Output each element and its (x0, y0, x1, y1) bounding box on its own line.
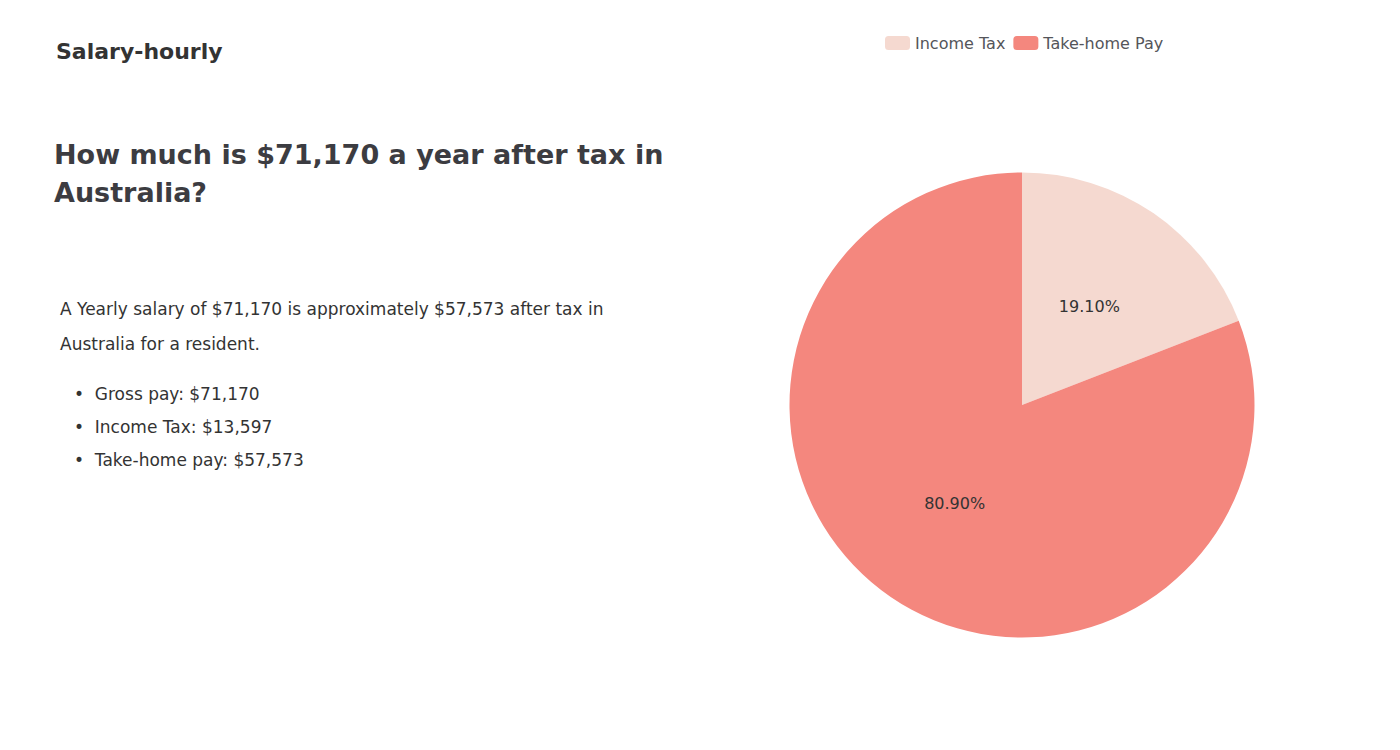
svg-text:How much is $71,170 a year aft: How much is $71,170 a year after tax in (54, 139, 663, 170)
svg-text:80.90%: 80.90% (924, 494, 985, 513)
svg-text:• Gross pay: $71,170: • Gross pay: $71,170 (74, 384, 260, 404)
svg-text:alary-hourly: alary-hourly (72, 39, 223, 64)
svg-text:S: S (56, 39, 72, 64)
svg-text:• Income Tax: $13,597: • Income Tax: $13,597 (74, 417, 272, 437)
svg-text:Income Tax: Income Tax (915, 34, 1005, 53)
svg-text:A Yearly salary of $71,170 is: A Yearly salary of $71,170 is approximat… (60, 299, 604, 319)
svg-text:Take-home Pay: Take-home Pay (1042, 34, 1163, 53)
svg-text:Australia?: Australia? (54, 177, 207, 208)
svg-text:• Take-home pay: $57,573: • Take-home pay: $57,573 (74, 450, 304, 470)
svg-text:Australia for a resident.: Australia for a resident. (60, 334, 260, 354)
svg-text:19.10%: 19.10% (1059, 297, 1120, 316)
